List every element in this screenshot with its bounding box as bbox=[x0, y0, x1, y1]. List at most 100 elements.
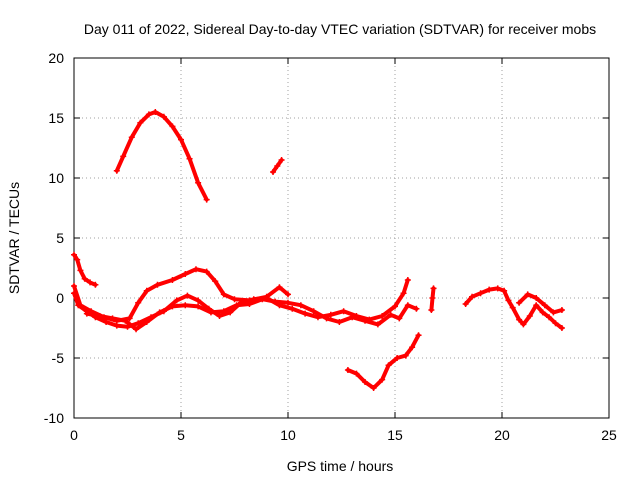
data-point bbox=[516, 299, 523, 306]
data-point bbox=[404, 277, 411, 283]
data-point bbox=[392, 303, 398, 310]
data-point bbox=[227, 309, 234, 316]
data-point bbox=[344, 367, 351, 373]
data-point bbox=[143, 287, 150, 294]
series-trace bbox=[345, 333, 421, 390]
data-point bbox=[83, 310, 90, 317]
data-point bbox=[184, 292, 191, 299]
data-point bbox=[550, 309, 557, 316]
data-point bbox=[203, 268, 210, 275]
data-point bbox=[203, 196, 210, 203]
series-trace bbox=[463, 286, 564, 330]
data-point bbox=[122, 317, 129, 324]
data-point bbox=[552, 320, 559, 327]
data-point bbox=[182, 271, 189, 277]
data-point bbox=[349, 314, 356, 321]
data-point bbox=[207, 309, 214, 316]
data-point bbox=[524, 291, 531, 298]
series-arc-g bbox=[344, 332, 422, 391]
data-point bbox=[533, 302, 540, 309]
data-point bbox=[135, 320, 142, 327]
data-point bbox=[182, 302, 189, 309]
y-tick-label: -5 bbox=[52, 350, 65, 366]
data-point bbox=[96, 313, 103, 319]
data-point bbox=[336, 319, 343, 325]
x-tick-label: 25 bbox=[601, 427, 617, 443]
data-point bbox=[546, 314, 553, 321]
data-point bbox=[135, 299, 142, 306]
data-point bbox=[394, 355, 401, 361]
grid-lines bbox=[74, 58, 609, 418]
data-point bbox=[285, 299, 291, 306]
data-point bbox=[362, 317, 369, 324]
data-point bbox=[541, 302, 548, 309]
data-point bbox=[126, 315, 133, 322]
data-point bbox=[402, 352, 409, 359]
data-point bbox=[558, 307, 565, 313]
data-point bbox=[297, 302, 304, 309]
series-arc-a bbox=[113, 109, 210, 203]
y-tick-label: 20 bbox=[48, 50, 64, 66]
series-arc-b bbox=[270, 157, 285, 175]
data-point bbox=[169, 277, 176, 283]
data-point bbox=[486, 286, 493, 293]
y-axis-label: SDTVAR / TECUs bbox=[6, 182, 22, 294]
axis-ticks: 0 5 10 15 20 25 -10 -5 0 5 10 15 20 bbox=[44, 50, 617, 443]
data-point bbox=[429, 295, 436, 301]
data-point bbox=[195, 297, 202, 304]
data-point bbox=[520, 321, 527, 328]
data-point bbox=[379, 313, 386, 319]
data-point bbox=[505, 297, 512, 304]
data-point bbox=[246, 301, 253, 307]
data-point bbox=[137, 119, 144, 126]
data-point bbox=[340, 308, 347, 315]
data-point bbox=[156, 309, 163, 316]
data-point bbox=[533, 295, 540, 301]
chart-title: Day 011 of 2022, Sidereal Day-to-day VTE… bbox=[84, 21, 596, 37]
data-point bbox=[195, 303, 202, 310]
data-point bbox=[173, 297, 180, 304]
data-point bbox=[370, 385, 377, 391]
data-point bbox=[428, 307, 435, 313]
data-point bbox=[71, 283, 77, 289]
data-point bbox=[128, 134, 135, 141]
data-point bbox=[302, 310, 309, 317]
data-point bbox=[272, 298, 279, 305]
data-point bbox=[327, 311, 334, 318]
data-point bbox=[178, 136, 184, 143]
data-point bbox=[160, 113, 167, 120]
data-point bbox=[195, 179, 202, 186]
data-point bbox=[103, 319, 110, 325]
data-point bbox=[501, 287, 508, 294]
data-point bbox=[233, 302, 240, 309]
y-tick-label: 10 bbox=[48, 170, 64, 186]
data-point bbox=[409, 344, 416, 351]
series-arc-f bbox=[83, 296, 420, 333]
y-tick-label: 0 bbox=[56, 290, 64, 306]
data-point bbox=[430, 285, 437, 292]
x-tick-label: 15 bbox=[387, 427, 403, 443]
data-point bbox=[387, 311, 394, 318]
data-point bbox=[413, 305, 420, 312]
data-point bbox=[259, 296, 266, 303]
x-axis-label: GPS time / hours bbox=[287, 458, 394, 474]
x-tick-label: 20 bbox=[494, 427, 510, 443]
series-arc-j bbox=[516, 291, 565, 316]
data-point bbox=[379, 376, 386, 383]
data-point bbox=[87, 279, 94, 286]
data-point bbox=[120, 153, 127, 160]
data-point bbox=[462, 301, 469, 307]
data-point bbox=[75, 302, 82, 309]
data-point bbox=[169, 303, 176, 310]
y-tick-label: -10 bbox=[44, 410, 64, 426]
x-tick-label: 5 bbox=[177, 427, 185, 443]
x-tick-label: 10 bbox=[280, 427, 296, 443]
data-point bbox=[400, 290, 407, 297]
data-point bbox=[192, 266, 199, 273]
data-point bbox=[374, 321, 381, 328]
series-arc-i bbox=[462, 285, 565, 331]
data-point bbox=[77, 267, 84, 274]
data-point bbox=[274, 163, 281, 169]
data-point bbox=[216, 313, 223, 319]
